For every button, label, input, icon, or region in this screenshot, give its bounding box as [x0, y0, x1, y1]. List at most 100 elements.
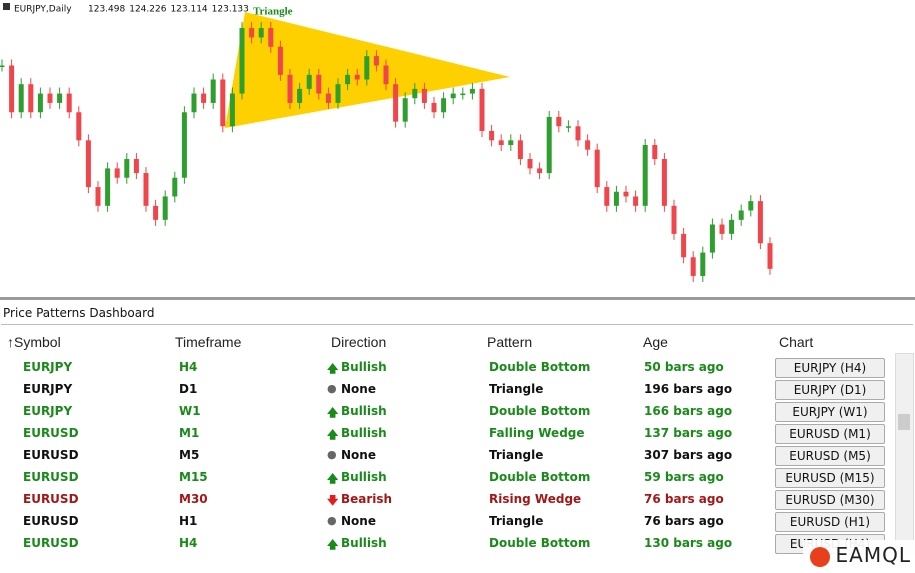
column-header[interactable]: ↑Symbol — [7, 334, 61, 350]
watermark-text: EAMQL — [835, 543, 911, 567]
direction-icon: 🡅 — [327, 472, 339, 485]
age: 50 bars ago — [644, 360, 724, 374]
pattern-label: Triangle — [253, 6, 293, 18]
candle — [28, 84, 34, 113]
candle — [172, 177, 178, 197]
candle — [95, 187, 101, 206]
candle — [681, 233, 687, 258]
direction-icon: ● — [327, 448, 337, 461]
candle — [181, 112, 187, 178]
age: 137 bars ago — [644, 426, 733, 440]
timeframe: M1 — [179, 426, 200, 440]
timeframe: M15 — [179, 470, 208, 484]
candle — [191, 93, 197, 113]
chart-button[interactable]: EURUSD (M1) — [775, 424, 885, 444]
symbol: EURUSD — [23, 536, 79, 550]
candle — [671, 205, 677, 234]
direction-icon: 🡅 — [327, 362, 339, 375]
symbol: EURJPY — [23, 360, 73, 374]
age: 166 bars ago — [644, 404, 733, 418]
timeframe: M30 — [179, 492, 208, 506]
candle — [220, 79, 226, 127]
candle — [517, 140, 523, 160]
candle — [633, 196, 639, 206]
direction: Bullish — [341, 426, 387, 440]
scroll-thumb[interactable] — [898, 414, 910, 430]
column-header[interactable]: Timeframe — [175, 334, 242, 350]
candle — [114, 168, 120, 178]
candle — [0, 65, 5, 67]
candle — [297, 88, 303, 103]
candle — [201, 93, 207, 103]
candle — [364, 56, 370, 80]
direction-icon: 🡇 — [327, 494, 339, 507]
symbol-icon — [3, 3, 10, 10]
candle — [325, 93, 331, 103]
direction: None — [341, 382, 376, 396]
candle — [489, 130, 495, 141]
candle — [277, 46, 283, 75]
candle — [229, 93, 235, 127]
symbol: EURJPY — [23, 404, 73, 418]
candle — [565, 126, 571, 128]
candle — [652, 145, 658, 160]
chart-button[interactable]: EURUSD (M5) — [775, 446, 885, 466]
candle — [690, 257, 696, 276]
timeframe: H4 — [179, 360, 198, 374]
candle — [594, 149, 600, 188]
candle — [345, 74, 351, 85]
candle — [66, 93, 72, 113]
chart-button[interactable]: EURUSD (H1) — [775, 512, 885, 532]
chart-button[interactable]: EURJPY (W1) — [775, 402, 885, 422]
candle — [124, 159, 130, 178]
candle — [556, 116, 562, 127]
direction: Bullish — [341, 470, 387, 484]
symbol: EURUSD — [23, 492, 79, 506]
pattern: Rising Wedge — [489, 492, 582, 506]
watermark-logo — [809, 546, 830, 567]
candle — [450, 93, 456, 99]
candle — [767, 243, 773, 269]
column-header[interactable]: Direction — [331, 334, 387, 350]
chart-button[interactable]: EURJPY (H4) — [775, 358, 885, 378]
direction-icon: ● — [327, 514, 337, 527]
candle — [143, 173, 149, 206]
column-header[interactable]: Age — [643, 334, 668, 350]
direction: Bullish — [341, 536, 387, 550]
price-chart: EURJPY,Daily 123.498 124.226 123.114 123.13… — [0, 3, 773, 282]
candle — [527, 159, 533, 169]
candle — [700, 252, 706, 276]
scrollbar[interactable] — [895, 353, 914, 555]
direction: Bullish — [341, 360, 387, 374]
candle — [316, 74, 322, 94]
candle — [460, 93, 466, 96]
candle — [287, 74, 293, 103]
candle — [604, 187, 610, 206]
candle — [738, 210, 744, 220]
candle — [441, 98, 447, 113]
chart-button[interactable]: EURUSD (M30) — [775, 490, 885, 510]
column-header[interactable]: Pattern — [487, 334, 533, 350]
pattern: Falling Wedge — [489, 426, 585, 440]
candle — [306, 74, 312, 89]
timeframe: H4 — [179, 536, 198, 550]
column-header[interactable]: Chart — [779, 334, 814, 350]
direction-icon: 🡅 — [327, 406, 339, 419]
candle — [402, 98, 408, 122]
chart-button[interactable]: EURUSD (M15) — [775, 468, 885, 488]
direction: Bearish — [341, 492, 393, 506]
candle — [37, 93, 43, 113]
symbol: EURUSD — [23, 470, 79, 484]
candle — [162, 196, 168, 220]
candle — [249, 28, 255, 38]
candle — [268, 28, 274, 47]
symbol: EURUSD — [23, 514, 79, 528]
symbol: EURUSD — [23, 448, 79, 462]
chart-button[interactable]: EURJPY (D1) — [775, 380, 885, 400]
pattern: Double Bottom — [489, 470, 591, 484]
direction: Bullish — [341, 404, 387, 418]
candle — [709, 224, 715, 253]
age: 76 bars ago — [644, 492, 724, 506]
timeframe: W1 — [179, 404, 201, 418]
